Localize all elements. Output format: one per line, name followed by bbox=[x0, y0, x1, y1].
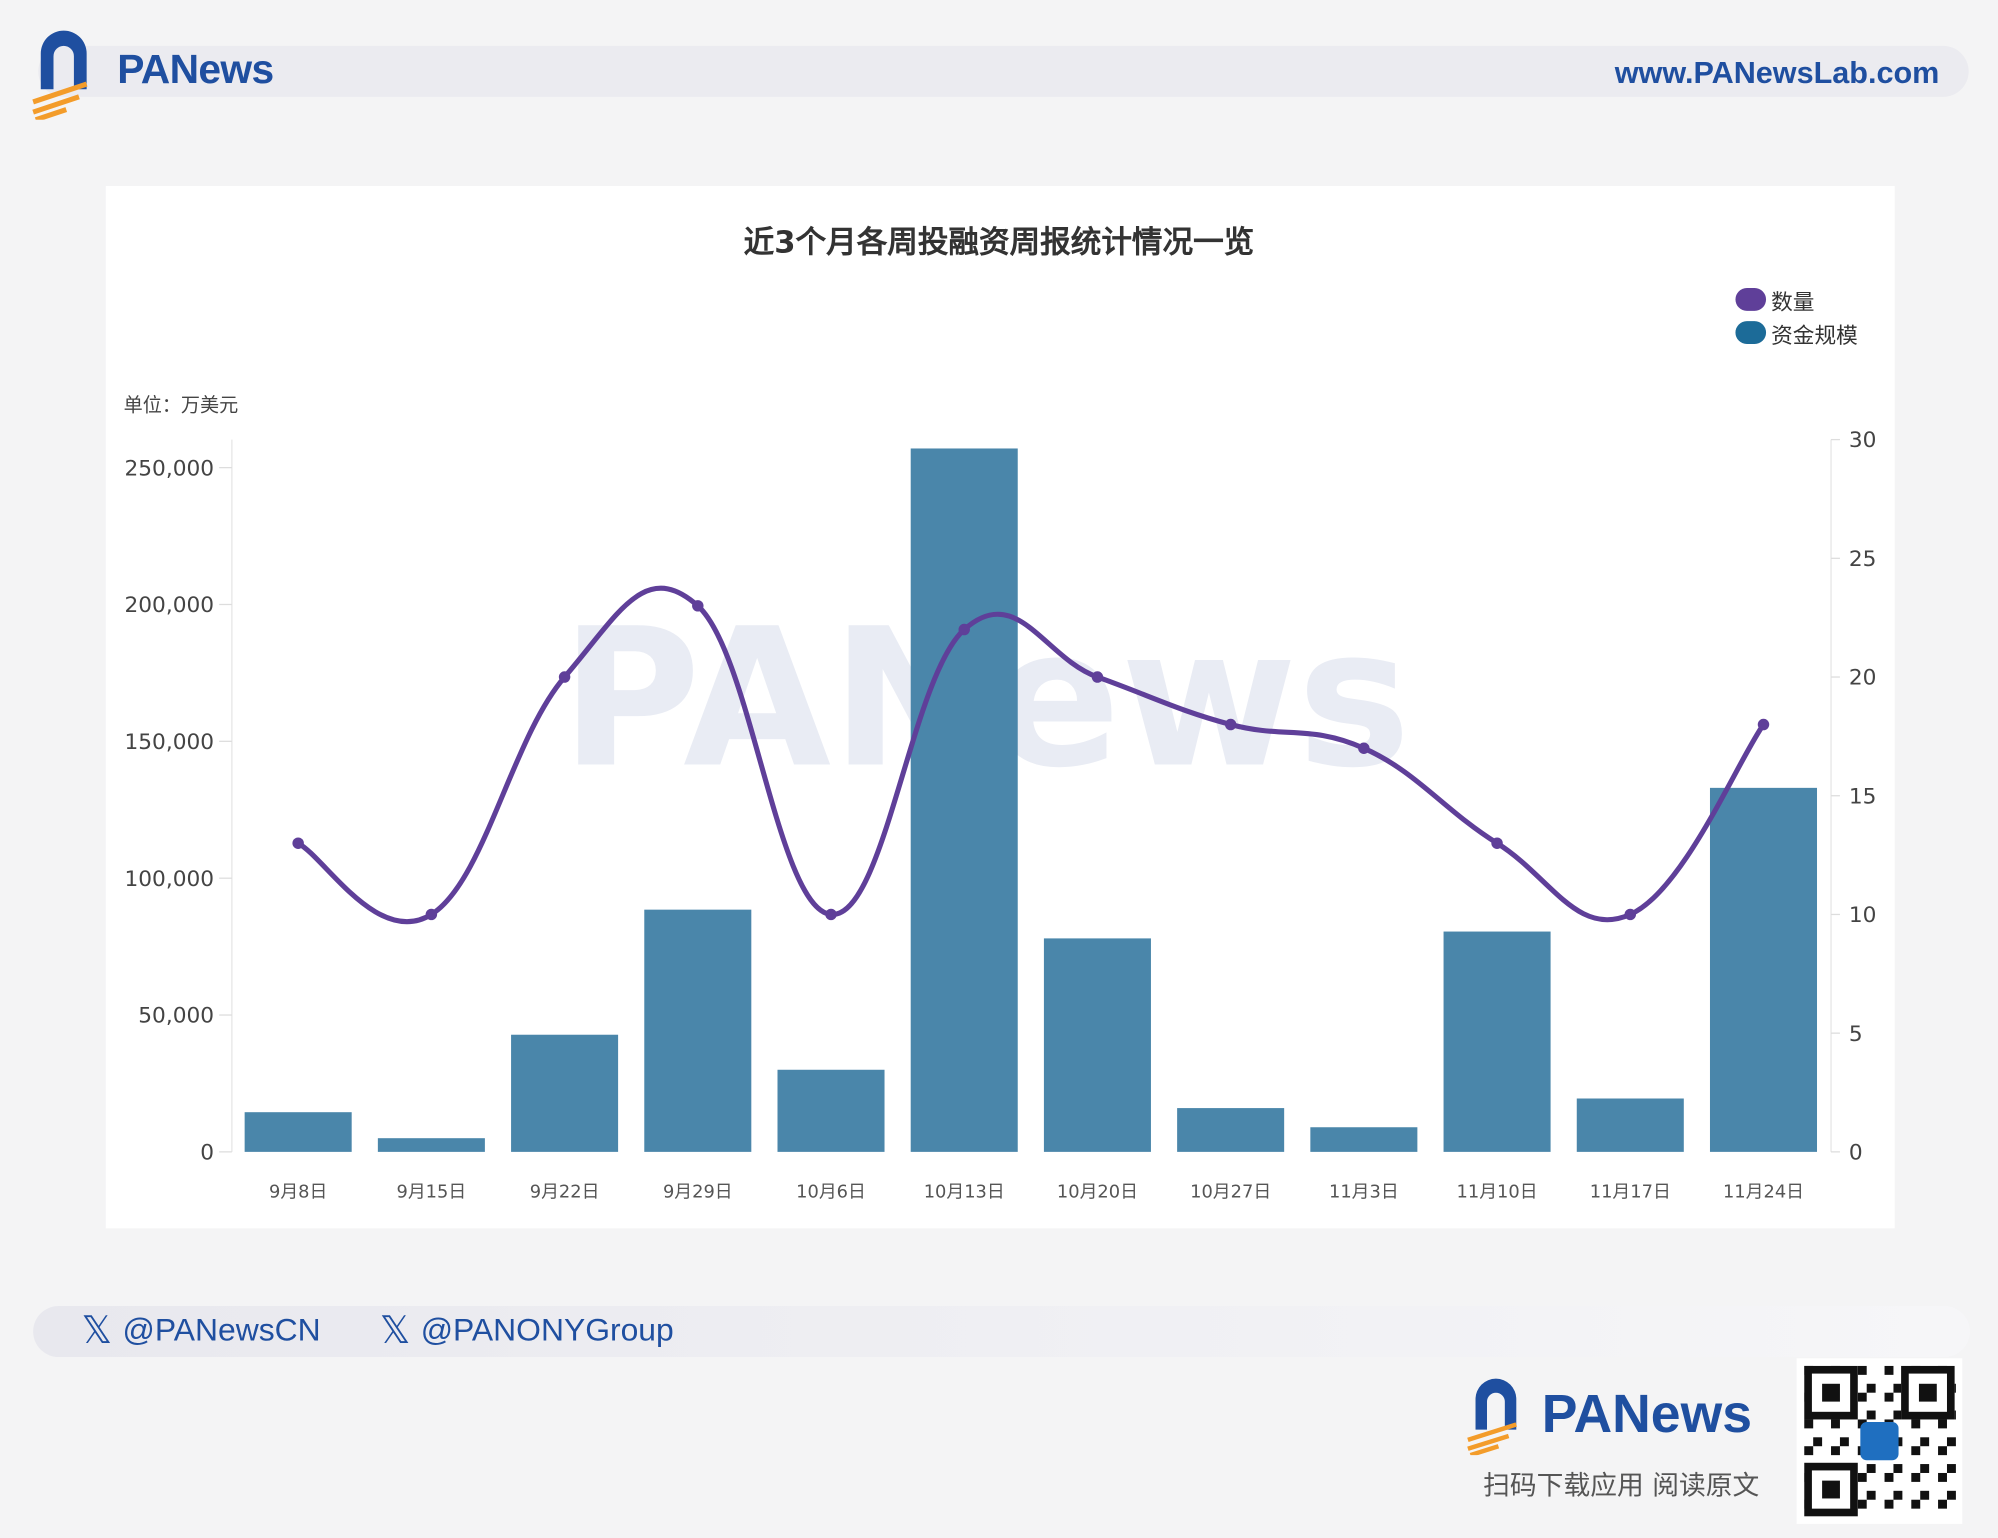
bar-11月24日[interactable] bbox=[1709, 787, 1818, 1152]
legend-swatch-icon bbox=[1735, 287, 1767, 311]
qr-code[interactable] bbox=[1796, 1358, 1963, 1524]
count-point-10月20日[interactable] bbox=[1091, 671, 1104, 683]
right-tick-label: 5 bbox=[1849, 1022, 1863, 1047]
footer-brand: PANews bbox=[1541, 1383, 1752, 1444]
count-point-10月13日[interactable] bbox=[958, 623, 970, 636]
count-point-10月27日[interactable] bbox=[1224, 718, 1237, 731]
count-point-11月17日[interactable] bbox=[1624, 908, 1637, 921]
x-tick-label: 10月13日 bbox=[924, 1182, 1005, 1203]
count-line bbox=[296, 585, 1766, 925]
bar-10月27日[interactable] bbox=[1177, 1108, 1285, 1152]
bar-10月6日[interactable] bbox=[777, 1069, 885, 1152]
count-point-10月6日[interactable] bbox=[825, 908, 837, 921]
right-tick-label: 10 bbox=[1849, 903, 1877, 928]
brand-logo-text: PANews bbox=[117, 45, 274, 92]
download-text[interactable]: 扫码下载应用 阅读原文 bbox=[1483, 1470, 1760, 1502]
x-tick-label: 9月15日 bbox=[397, 1182, 467, 1203]
x-tick-label: 9月22日 bbox=[530, 1182, 600, 1203]
legend-item-count[interactable]: 数量 bbox=[1735, 283, 1857, 316]
count-point-9月8日[interactable] bbox=[292, 837, 304, 849]
x-tick-label: 11月3日 bbox=[1329, 1182, 1399, 1203]
right-tick-label: 30 bbox=[1849, 428, 1877, 453]
right-tick-label: 25 bbox=[1849, 547, 1877, 572]
bar-9月22日[interactable] bbox=[511, 1034, 619, 1152]
x-logo-icon: 𝕏 bbox=[81, 1309, 113, 1352]
twitter-handle: @PANewsCN bbox=[122, 1312, 321, 1349]
right-tick-label: 15 bbox=[1849, 784, 1877, 809]
left-tick-label: 150,000 bbox=[125, 730, 215, 755]
left-tick-label: 250,000 bbox=[125, 456, 215, 481]
count-point-9月15日[interactable] bbox=[425, 908, 438, 921]
x-tick-label: 9月8日 bbox=[269, 1182, 327, 1203]
bar-10月13日[interactable] bbox=[910, 448, 1018, 1152]
unit-label: 单位：万美元 bbox=[123, 393, 239, 417]
left-tick-label: 200,000 bbox=[125, 593, 215, 618]
count-point-11月10日[interactable] bbox=[1491, 837, 1503, 849]
twitter-handle: @PANONYGroup bbox=[420, 1312, 674, 1349]
panews-logo-icon bbox=[1467, 1378, 1517, 1456]
x-tick-label: 11月10日 bbox=[1457, 1182, 1538, 1203]
count-point-11月24日[interactable] bbox=[1757, 718, 1770, 731]
bar-11月10日[interactable] bbox=[1443, 931, 1551, 1152]
chart-title: 近3个月各周投融资周报统计情况一览 bbox=[743, 224, 1255, 260]
x-tick-label: 10月6日 bbox=[796, 1182, 866, 1203]
qr-code-icon bbox=[1804, 1365, 1956, 1517]
count-point-11月3日[interactable] bbox=[1358, 742, 1370, 754]
bar-11月17日[interactable] bbox=[1576, 1098, 1684, 1152]
bar-9月8日[interactable] bbox=[244, 1112, 352, 1152]
legend: 数量 资金规模 bbox=[1735, 283, 1858, 349]
bar-9月29日[interactable] bbox=[644, 909, 752, 1152]
legend-swatch-icon bbox=[1735, 321, 1767, 345]
bar-11月3日[interactable] bbox=[1310, 1127, 1418, 1152]
count-point-9月29日[interactable] bbox=[692, 600, 704, 612]
header-bar bbox=[38, 45, 1969, 97]
x-logo-icon: 𝕏 bbox=[379, 1309, 411, 1352]
x-tick-label: 11月17日 bbox=[1590, 1182, 1671, 1203]
bar-9月15日[interactable] bbox=[377, 1138, 485, 1152]
x-tick-label: 10月27日 bbox=[1190, 1182, 1271, 1203]
bar-10月20日[interactable] bbox=[1043, 938, 1151, 1152]
right-tick-label: 20 bbox=[1849, 666, 1877, 691]
left-tick-label: 100,000 bbox=[125, 867, 215, 892]
twitter-link-panonygroup[interactable]: 𝕏 @PANONYGroup bbox=[380, 1309, 674, 1354]
legend-label: 数量 bbox=[1771, 289, 1815, 316]
website-link[interactable]: www.PANewsLab.com bbox=[1614, 56, 1940, 91]
left-tick-label: 0 bbox=[200, 1141, 214, 1166]
x-tick-label: 11月24日 bbox=[1723, 1182, 1804, 1203]
left-tick-label: 50,000 bbox=[138, 1004, 214, 1029]
panews-logo-icon bbox=[32, 30, 88, 120]
chart-plot: PANews 9月8日9月15日9月22日9月29日10月6日10月13日10月… bbox=[125, 428, 1877, 1203]
x-tick-label: 10月20日 bbox=[1057, 1182, 1138, 1203]
x-tick-label: 9月29日 bbox=[663, 1182, 733, 1203]
legend-label: 资金规模 bbox=[1771, 323, 1858, 349]
social-bar bbox=[33, 1306, 1970, 1358]
count-point-9月22日[interactable] bbox=[558, 671, 571, 683]
right-tick-label: 0 bbox=[1849, 1141, 1863, 1166]
twitter-link-panewscn[interactable]: 𝕏 @PANewsCN bbox=[82, 1309, 321, 1354]
legend-item-amount[interactable]: 资金规模 bbox=[1735, 316, 1858, 349]
